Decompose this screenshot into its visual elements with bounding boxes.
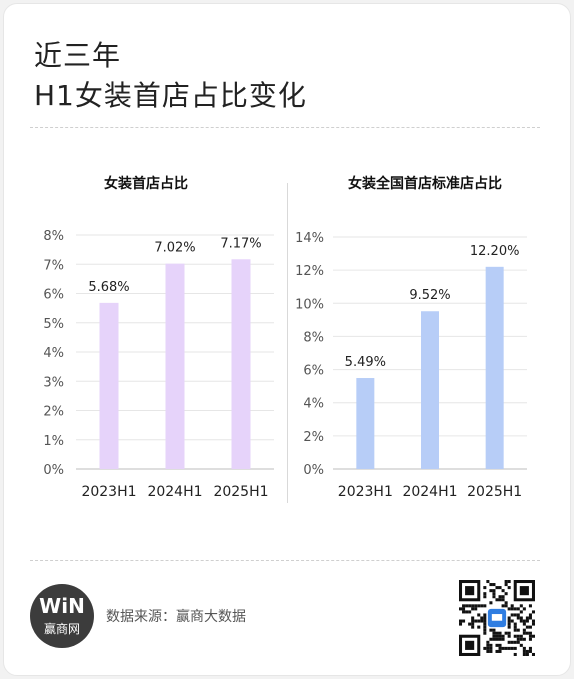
- logo-text: 赢商网: [43, 622, 80, 636]
- category-label: 2024H1: [402, 484, 457, 500]
- bar: [231, 259, 251, 469]
- title-line-2: H1女装首店占比变化: [34, 79, 307, 112]
- data-label: 7.02%: [154, 241, 195, 256]
- y-tick-label: 12%: [295, 264, 324, 279]
- bar: [99, 302, 119, 469]
- data-label: 5.68%: [88, 280, 129, 295]
- category-label: 2025H1: [467, 484, 522, 500]
- data-label: 7.17%: [220, 236, 261, 251]
- page-title: 近三年 H1女装首店占比变化: [34, 36, 307, 116]
- y-tick-label: 5%: [43, 317, 64, 332]
- chart-separator: [287, 183, 288, 503]
- y-tick-label: 3%: [43, 375, 64, 390]
- y-tick-label: 8%: [43, 229, 64, 244]
- y-tick-label: 6%: [43, 288, 64, 303]
- bottom-divider: [30, 560, 540, 561]
- bar: [356, 378, 375, 469]
- chart-right: 女装全国首店标准店占比 0% 2% 4% 6% 8% 10% 12% 14% 5.49% 2023H…: [295, 175, 527, 500]
- y-tick-label: 1%: [43, 434, 64, 449]
- y-tick-label: 0%: [43, 463, 64, 478]
- category-label: 2023H1: [81, 484, 136, 500]
- data-label: 5.49%: [345, 355, 386, 370]
- chart-title: 女装全国首店标准店占比: [348, 175, 502, 192]
- bar: [165, 263, 185, 469]
- y-tick-label: 2%: [303, 430, 324, 445]
- y-tick-label: 4%: [303, 397, 324, 412]
- category-label: 2023H1: [338, 484, 393, 500]
- data-label: 9.52%: [409, 288, 450, 303]
- data-source: 数据来源：赢商大数据: [106, 609, 246, 625]
- chart-title: 女装首店占比: [104, 175, 188, 192]
- brand-logo: WiN 赢商网: [30, 584, 94, 648]
- y-tick-label: 2%: [43, 405, 64, 420]
- logo-mark: WiN: [39, 594, 85, 618]
- y-tick-label: 8%: [303, 330, 324, 345]
- y-tick-label: 4%: [43, 346, 64, 361]
- title-line-1: 近三年: [34, 39, 122, 72]
- bar: [421, 311, 439, 469]
- data-label: 12.20%: [470, 244, 520, 259]
- y-tick-label: 14%: [295, 231, 324, 246]
- y-tick-label: 0%: [303, 463, 324, 478]
- category-label: 2025H1: [213, 484, 268, 500]
- category-label: 2024H1: [147, 484, 202, 500]
- y-tick-label: 10%: [295, 297, 324, 312]
- y-tick-label: 7%: [43, 258, 64, 273]
- y-tick-label: 6%: [303, 364, 324, 379]
- chart-left: 女装首店占比 0% 1% 2% 3% 4% 5% 6% 7% 8% 5.68% 2023H1 7.02%…: [43, 175, 274, 500]
- bar: [485, 266, 504, 469]
- top-divider: [30, 127, 540, 128]
- qr-code-icon: [459, 580, 535, 656]
